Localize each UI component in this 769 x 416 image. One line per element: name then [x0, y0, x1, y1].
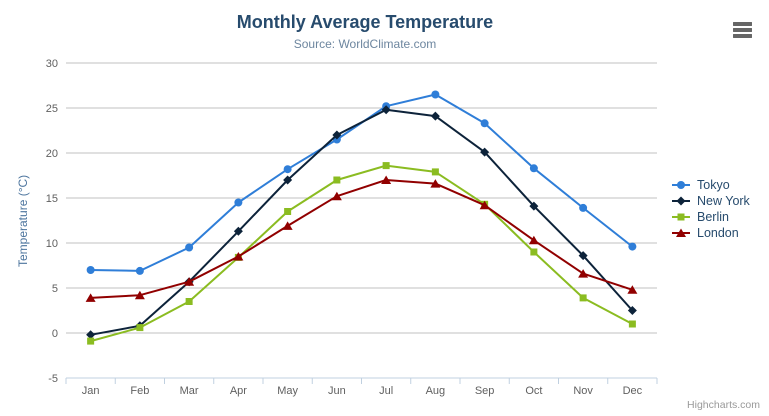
- legend-label: London: [697, 226, 739, 240]
- triangle-marker-icon: [184, 277, 195, 286]
- series-line: [89, 179, 634, 299]
- diamond-marker-icon: [283, 175, 293, 185]
- diamond-marker-icon: [529, 201, 539, 211]
- chart-subtitle: Source: WorldClimate.com: [293, 37, 437, 51]
- legend-item-tokyo[interactable]: Tokyo: [672, 177, 750, 193]
- square-marker-icon: [87, 337, 95, 345]
- circle-marker-icon: [431, 90, 440, 99]
- triangle-marker-icon: [134, 290, 145, 300]
- circle-marker-icon: [480, 119, 489, 128]
- x-tick-label: May: [277, 385, 298, 397]
- legend-label: Berlin: [697, 210, 729, 224]
- x-tick-label: Jun: [328, 385, 346, 397]
- triangle-marker-icon: [233, 252, 244, 261]
- circle-marker-icon: [185, 243, 194, 252]
- y-tick-label: 0: [52, 328, 58, 340]
- circle-marker-icon: [628, 242, 637, 251]
- y-tick-label: 25: [46, 103, 58, 115]
- square-marker-icon: [530, 248, 538, 256]
- legend-item-london[interactable]: London: [672, 225, 750, 241]
- circle-marker-icon: [579, 203, 588, 212]
- diamond-marker-icon: [86, 330, 96, 340]
- circle-marker-icon: [234, 198, 243, 207]
- y-tick-label: 15: [46, 193, 58, 205]
- diamond-legend-symbol-icon: [672, 196, 690, 206]
- series-london[interactable]: [85, 175, 638, 302]
- square-marker-icon: [677, 213, 685, 221]
- circle-marker-icon: [86, 266, 95, 274]
- chart-title: Monthly Average Temperature: [236, 12, 494, 32]
- x-tick-label: Nov: [573, 385, 593, 397]
- triangle-marker-icon: [85, 293, 96, 302]
- legend: Tokyo New York Berlin London: [672, 177, 750, 241]
- triangle-marker-icon: [381, 175, 392, 184]
- x-tick-label: Feb: [130, 385, 149, 397]
- credits-link[interactable]: Highcharts.com: [687, 399, 760, 411]
- diamond-marker-icon: [233, 226, 243, 236]
- x-tick-label: Dec: [623, 385, 643, 397]
- y-tick-label: 10: [46, 238, 58, 250]
- triangle-marker-icon: [528, 235, 539, 245]
- diamond-marker-icon: [480, 147, 490, 157]
- circle-marker-icon: [283, 165, 292, 174]
- square-marker-icon: [185, 298, 193, 305]
- diamond-marker-icon: [332, 130, 342, 140]
- diamond-marker-icon: [676, 196, 686, 206]
- y-tick-label: 5: [52, 283, 58, 295]
- series-new-york[interactable]: [86, 105, 637, 340]
- legend-item-new-york[interactable]: New York: [672, 193, 750, 209]
- x-tick-label: Jul: [379, 385, 393, 397]
- square-marker-icon: [136, 324, 144, 332]
- square-marker-icon: [628, 320, 636, 328]
- legend-label: Tokyo: [697, 178, 730, 192]
- square-marker-icon: [284, 208, 292, 215]
- triangle-marker-icon: [578, 269, 589, 278]
- triangle-marker-icon: [627, 285, 638, 294]
- y-tick-label: 30: [46, 58, 58, 70]
- triangle-legend-symbol-icon: [672, 228, 690, 237]
- triangle-marker-icon: [282, 221, 293, 230]
- series-line: [89, 164, 634, 343]
- square-legend-symbol-icon: [672, 213, 690, 221]
- circle-marker-icon: [135, 266, 144, 275]
- y-axis-title: Temperature (°C): [16, 174, 30, 267]
- series-tokyo[interactable]: [86, 90, 637, 275]
- triangle-marker-icon: [676, 228, 686, 237]
- x-tick-label: Oct: [525, 385, 542, 397]
- square-marker-icon: [431, 168, 439, 176]
- square-marker-icon: [333, 176, 341, 184]
- circle-marker-icon: [529, 164, 538, 173]
- diamond-marker-icon: [381, 105, 391, 115]
- x-tick-label: Apr: [230, 385, 247, 397]
- triangle-marker-icon: [331, 191, 342, 201]
- x-tick-label: Jan: [82, 385, 100, 397]
- square-marker-icon: [382, 162, 390, 170]
- y-tick-label: -5: [48, 373, 58, 385]
- x-tick-label: Aug: [426, 385, 446, 397]
- series-line: [89, 108, 634, 336]
- circle-marker-icon: [677, 181, 685, 189]
- triangle-marker-icon: [479, 200, 490, 210]
- series-line: [89, 93, 634, 272]
- y-tick-label: 20: [46, 148, 58, 160]
- x-tick-label: Mar: [180, 385, 199, 397]
- diamond-marker-icon: [627, 306, 637, 315]
- x-tick-label: Sep: [475, 385, 495, 397]
- triangle-marker-icon: [430, 179, 441, 188]
- square-marker-icon: [579, 294, 587, 302]
- circle-legend-symbol-icon: [672, 181, 690, 189]
- legend-label: New York: [697, 194, 750, 208]
- diamond-marker-icon: [430, 111, 440, 121]
- legend-item-berlin[interactable]: Berlin: [672, 209, 750, 225]
- diamond-marker-icon: [578, 251, 588, 261]
- hamburger-menu-icon[interactable]: [731, 19, 755, 41]
